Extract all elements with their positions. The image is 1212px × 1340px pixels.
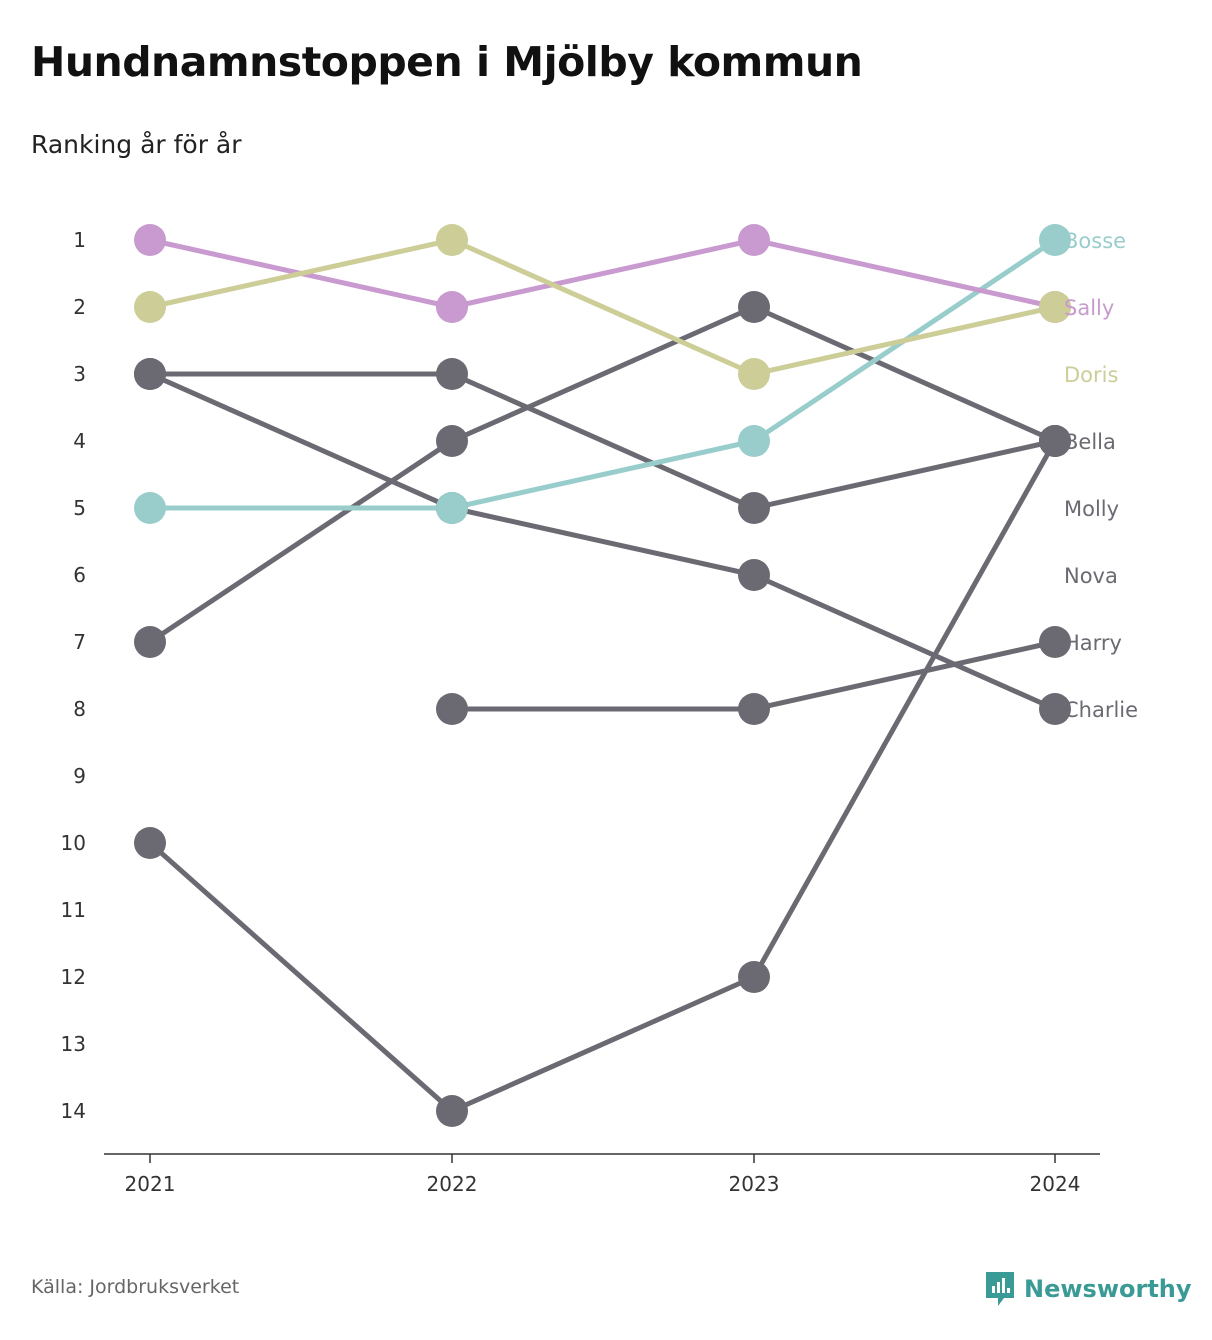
end-label-bosse: Bosse [1064, 229, 1126, 253]
data-point-charlie[interactable] [134, 358, 166, 390]
data-point-sally[interactable] [738, 224, 770, 256]
data-point-bosse[interactable] [134, 492, 166, 524]
data-point-bosse[interactable] [436, 492, 468, 524]
series-line-bosse [449, 438, 757, 511]
x-axis-ticks: 2021 2022 2023 2024 [125, 1154, 1081, 1196]
data-point-sally[interactable] [134, 224, 166, 256]
series-line-molly [147, 438, 455, 645]
data-point-doris[interactable] [436, 224, 468, 256]
y-tick-label: 14 [61, 1099, 86, 1123]
y-tick-label: 3 [73, 362, 86, 386]
series-line-doris [751, 304, 1058, 377]
x-tick-label: 2021 [125, 1172, 176, 1196]
data-point-doris[interactable] [134, 291, 166, 323]
data-point-nova[interactable] [134, 827, 166, 859]
data-point-doris[interactable] [1039, 291, 1071, 323]
y-tick-label: 2 [73, 295, 86, 319]
series-line-charlie [147, 371, 455, 511]
data-point-doris[interactable] [738, 358, 770, 390]
data-point-nova[interactable] [738, 961, 770, 993]
data-point-bosse[interactable] [738, 425, 770, 457]
data-point-bella[interactable] [738, 492, 770, 524]
y-tick-label: 8 [73, 697, 86, 721]
data-point-nova[interactable] [436, 1095, 468, 1127]
y-tick-label: 4 [73, 429, 86, 453]
brand-name: Newsworthy [1024, 1275, 1192, 1303]
x-tick-label: 2023 [729, 1172, 780, 1196]
series-line-nova [147, 840, 455, 1114]
x-tick-label: 2024 [1030, 1172, 1081, 1196]
series-line-bella [751, 438, 1058, 511]
data-point-charlie[interactable] [738, 559, 770, 591]
chart-subtitle: Ranking år för år [31, 130, 242, 159]
end-label-nova: Nova [1064, 564, 1118, 588]
series-lines [147, 237, 1058, 1114]
series-end-labels: Bosse Sally Doris Bella Molly Nova Harry Charli… [1064, 229, 1138, 722]
series-line-doris [449, 237, 757, 377]
newsworthy-logo[interactable]: Newsworthy [984, 1270, 1192, 1308]
source-note: Källa: Jordbruksverket [31, 1276, 240, 1298]
end-label-harry: Harry [1064, 631, 1122, 655]
series-line-molly [449, 304, 757, 444]
y-tick-label: 5 [73, 496, 86, 520]
series-line-nova [751, 438, 1058, 980]
y-tick-label: 7 [73, 630, 86, 654]
y-tick-label: 10 [61, 831, 86, 855]
data-point-molly[interactable] [436, 425, 468, 457]
y-tick-label: 13 [61, 1032, 86, 1056]
chart-title: Hundnamnstoppen i Mjölby kommun [31, 38, 863, 86]
newsworthy-logo-icon [986, 1272, 1014, 1306]
series-line-sally [751, 237, 1058, 310]
end-label-molly: Molly [1064, 497, 1119, 521]
data-point-sally[interactable] [436, 291, 468, 323]
series-line-bella [449, 371, 757, 511]
x-tick-label: 2022 [427, 1172, 478, 1196]
end-label-bella: Bella [1064, 430, 1116, 454]
series-line-harry [751, 639, 1058, 712]
series-line-doris [147, 237, 455, 310]
series-line-molly [751, 304, 1058, 444]
data-point-harry[interactable] [738, 693, 770, 725]
data-point-charlie[interactable] [1039, 693, 1071, 725]
data-point-bella[interactable] [436, 358, 468, 390]
data-point-harry[interactable] [436, 693, 468, 725]
y-tick-label: 9 [73, 764, 86, 788]
series-line-charlie [751, 572, 1058, 712]
data-point-bosse[interactable] [1039, 224, 1071, 256]
data-point-molly[interactable] [738, 291, 770, 323]
data-point-molly[interactable] [134, 626, 166, 658]
series-points [134, 224, 1071, 1127]
y-tick-label: 1 [73, 228, 86, 252]
data-point-nova[interactable] [1039, 425, 1071, 457]
y-tick-label: 11 [61, 898, 86, 922]
y-tick-label: 12 [61, 965, 86, 989]
series-line-charlie [449, 505, 757, 578]
series-line-nova [449, 974, 757, 1114]
end-label-doris: Doris [1064, 363, 1118, 387]
end-label-charlie: Charlie [1064, 698, 1138, 722]
end-label-sally: Sally [1064, 296, 1114, 320]
data-point-harry[interactable] [1039, 626, 1071, 658]
y-tick-label: 6 [73, 563, 86, 587]
series-line-sally [449, 237, 757, 310]
